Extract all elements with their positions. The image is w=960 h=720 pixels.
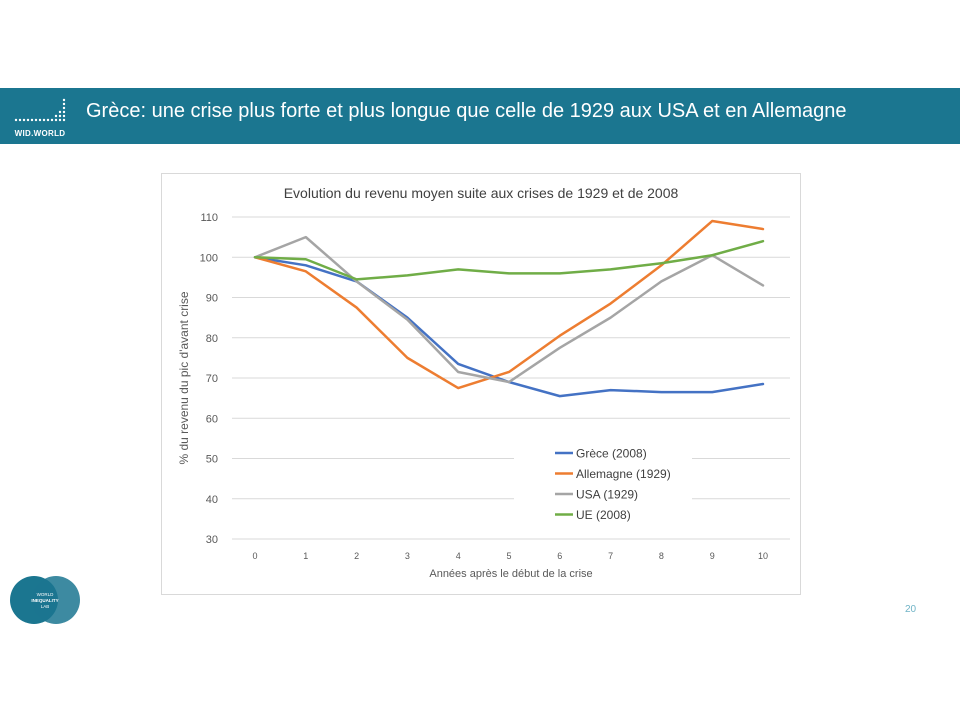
logo-circle-right (32, 576, 80, 624)
y-axis-label: % du revenu du pic d'avant crise (177, 291, 191, 464)
y-tick-label: 70 (206, 373, 218, 385)
x-tick-label: 10 (758, 551, 768, 561)
wid-dots-icon (14, 98, 66, 122)
y-tick-label: 30 (206, 534, 218, 546)
world-inequality-lab-logo: WORLD INEQUALITY LAB (10, 576, 80, 624)
x-tick-label: 7 (608, 551, 613, 561)
y-tick-label: 90 (206, 293, 218, 305)
y-tick-label: 100 (200, 252, 218, 264)
y-tick-label: 60 (206, 413, 218, 425)
chart-frame: Evolution du revenu moyen suite aux cris… (161, 173, 801, 595)
x-axis-label: Années après le début de la crise (429, 568, 592, 580)
legend-label: Allemagne (1929) (576, 467, 671, 481)
y-tick-label: 40 (206, 494, 218, 506)
legend-background (514, 437, 692, 529)
legend-label: USA (1929) (576, 488, 638, 502)
x-tick-label: 6 (557, 551, 562, 561)
x-tick-label: 3 (405, 551, 410, 561)
series-line (253, 235, 765, 384)
page-number: 20 (905, 604, 917, 615)
legend-label: Grèce (2008) (576, 447, 647, 461)
y-tick-label: 50 (206, 454, 218, 466)
slide-title: Grèce: une crise plus forte et plus long… (86, 100, 847, 122)
logo-line-3: LAB (41, 604, 50, 609)
x-tick-label: 1 (303, 551, 308, 561)
x-tick-label: 5 (506, 551, 511, 561)
line-chart: Evolution du revenu moyen suite aux cris… (177, 185, 790, 580)
series-line (253, 256, 765, 398)
y-tick-label: 110 (200, 212, 218, 224)
chart-title: Evolution du revenu moyen suite aux cris… (284, 185, 679, 201)
series-line (253, 239, 765, 281)
slide-header: WID.WORLD Grèce: une crise plus forte et… (0, 88, 960, 144)
x-tick-label: 0 (252, 551, 257, 561)
legend-label: UE (2008) (576, 508, 631, 522)
y-tick-label: 80 (206, 333, 218, 345)
logo-text: WID.WORLD (14, 129, 66, 138)
logo-line-1: WORLD (37, 592, 55, 597)
logo-line-2: INEQUALITY (31, 598, 58, 603)
x-tick-label: 8 (659, 551, 664, 561)
x-tick-label: 9 (710, 551, 715, 561)
wid-world-logo: WID.WORLD (8, 96, 72, 138)
x-tick-label: 4 (456, 551, 461, 561)
x-tick-label: 2 (354, 551, 359, 561)
series-line (253, 219, 765, 390)
